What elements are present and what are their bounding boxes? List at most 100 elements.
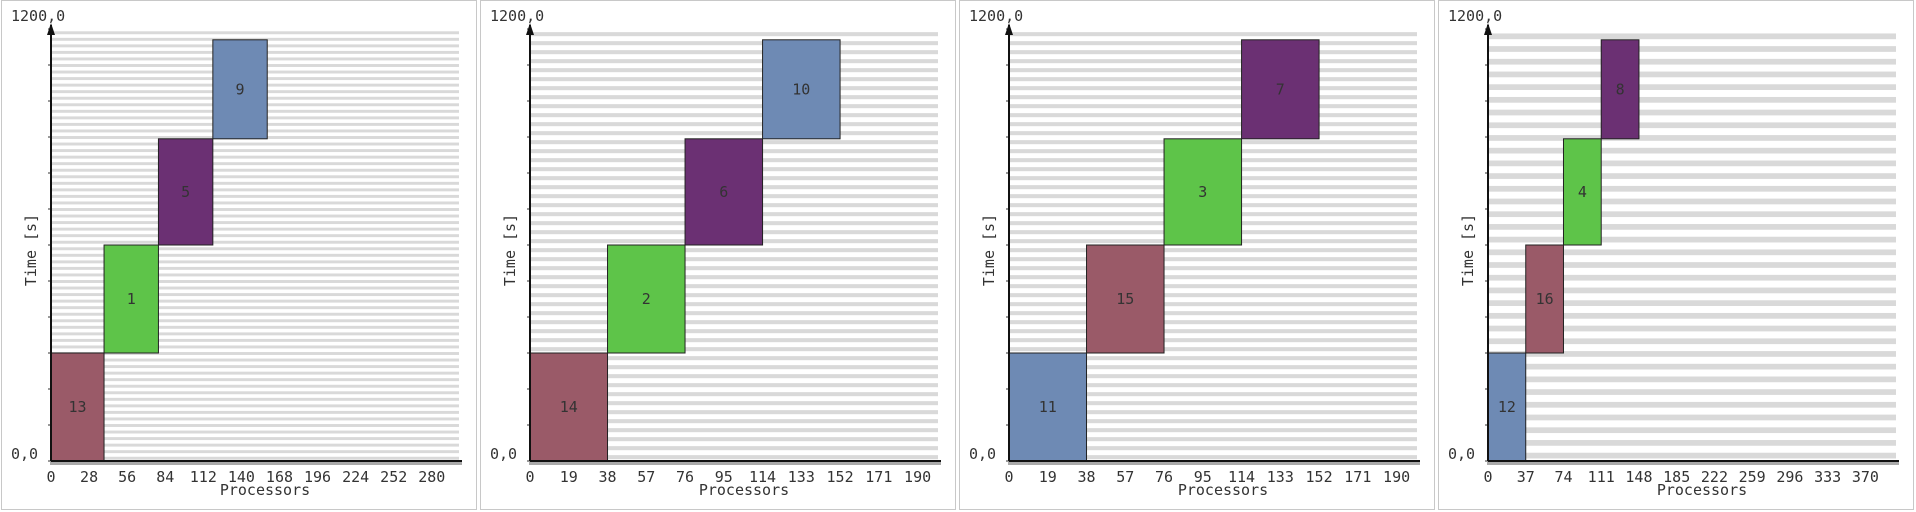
x-tick-label: 38 <box>1077 468 1095 486</box>
grid-band <box>51 149 459 153</box>
grid-band <box>1488 427 1896 434</box>
task-bar <box>1163 138 1243 246</box>
grid-band <box>1009 275 1417 280</box>
grid-band <box>530 293 938 298</box>
grid-band <box>51 181 459 185</box>
grid-band <box>1009 410 1417 415</box>
grid-band <box>1009 383 1417 388</box>
grid-band <box>1488 351 1896 357</box>
grid-band <box>1009 329 1417 334</box>
grid-band <box>1009 401 1417 406</box>
task-label: 2 <box>642 290 651 308</box>
grid-band <box>51 391 459 395</box>
grid-band <box>1488 84 1896 90</box>
grid-band <box>530 131 938 136</box>
chart-panel-1: 13 1 5 9 0 28 56 84 112 140 168 196 224 252 280 Process… <box>1 0 477 510</box>
grid-band <box>51 273 459 277</box>
y-axis-label: Time [s] <box>1459 214 1477 286</box>
grid-band <box>51 338 459 342</box>
x-axis-label: Processors <box>1657 481 1747 499</box>
grid-band <box>1488 96 1896 103</box>
task-label: 15 <box>1116 290 1134 308</box>
y-min-label: 0,0 <box>11 445 38 463</box>
x-tick-label: 196 <box>304 468 331 486</box>
grid-band <box>530 122 938 127</box>
grid-band <box>51 293 459 297</box>
grid-band <box>51 397 459 401</box>
grid-band <box>1488 211 1896 218</box>
grid-band <box>1009 446 1417 451</box>
y-axis-arrow <box>1005 23 1013 35</box>
task-label: 12 <box>1498 398 1516 416</box>
grid-band <box>1009 437 1417 442</box>
grid-band <box>1488 363 1896 370</box>
grid-band <box>51 345 459 349</box>
grid-band <box>51 417 459 421</box>
y-max-label: 1200,0 <box>11 7 65 25</box>
grid-band <box>530 320 938 325</box>
x-tick-label: 152 <box>1306 468 1333 486</box>
grid-band <box>1488 46 1896 52</box>
task-label: 14 <box>560 398 578 416</box>
grid-band <box>530 104 938 109</box>
x-tick-label: 168 <box>266 468 293 486</box>
task-bar <box>1600 39 1640 140</box>
grid-band <box>1488 109 1896 116</box>
grid-band <box>530 275 938 280</box>
grid-band <box>1488 33 1896 40</box>
x-axis-label: Processors <box>699 481 789 499</box>
grid-band <box>51 31 459 35</box>
grid-band <box>51 155 459 159</box>
x-tick-label: 38 <box>598 468 616 486</box>
grid-band <box>530 374 938 379</box>
y-min-label: 0,0 <box>1448 445 1475 463</box>
grid-band <box>1488 236 1896 243</box>
grid-band <box>530 50 938 55</box>
x-tick-label: 0 <box>46 468 55 486</box>
grid-band <box>51 319 459 323</box>
grid-band <box>530 356 938 361</box>
x-tick-label: 190 <box>1383 468 1410 486</box>
x-tick-label: 56 <box>118 468 136 486</box>
x-tick-label: 112 <box>190 468 217 486</box>
grid-band <box>530 257 938 262</box>
grid-band <box>530 59 938 64</box>
task-bar <box>1525 244 1564 354</box>
grid-band <box>1488 452 1896 459</box>
grid-band <box>51 332 459 336</box>
grid-band <box>530 446 938 451</box>
grid <box>1488 33 1896 459</box>
x-tick-label: 171 <box>865 468 892 486</box>
x-tick-label: 333 <box>1814 468 1841 486</box>
grid-band <box>1488 312 1896 319</box>
x-tick-label: 114 <box>749 468 776 486</box>
gantt-chart-4: 12 16 4 8 0 37 74 111 148 185 222 259 296 333 370 Proce… <box>1448 7 1899 499</box>
task-label: 13 <box>68 398 86 416</box>
x-tick-label: 224 <box>342 468 369 486</box>
grid-band <box>1488 249 1896 256</box>
task-label: 9 <box>236 80 245 98</box>
grid-band <box>1009 284 1417 289</box>
grid-band <box>1009 131 1417 136</box>
x-tick-label: 280 <box>418 468 445 486</box>
grid-band <box>530 392 938 397</box>
task-bar <box>103 244 159 354</box>
grid-band <box>530 32 938 37</box>
x-axis-label: Processors <box>1178 481 1268 499</box>
x-tick-label: 84 <box>156 468 174 486</box>
grid-band <box>1009 248 1417 253</box>
grid-band <box>1488 300 1896 306</box>
grid-band <box>1009 356 1417 361</box>
grid-band <box>530 365 938 370</box>
grid-band <box>1488 160 1896 167</box>
x-tick-label: 95 <box>715 468 733 486</box>
grid-band <box>1488 287 1896 294</box>
grid-band <box>51 430 459 434</box>
grid-band <box>51 286 459 290</box>
grid-band <box>1009 311 1417 316</box>
x-tick-label: 111 <box>1588 468 1615 486</box>
grid-band <box>51 325 459 329</box>
grid-band <box>51 443 459 447</box>
task-bar <box>212 39 268 140</box>
